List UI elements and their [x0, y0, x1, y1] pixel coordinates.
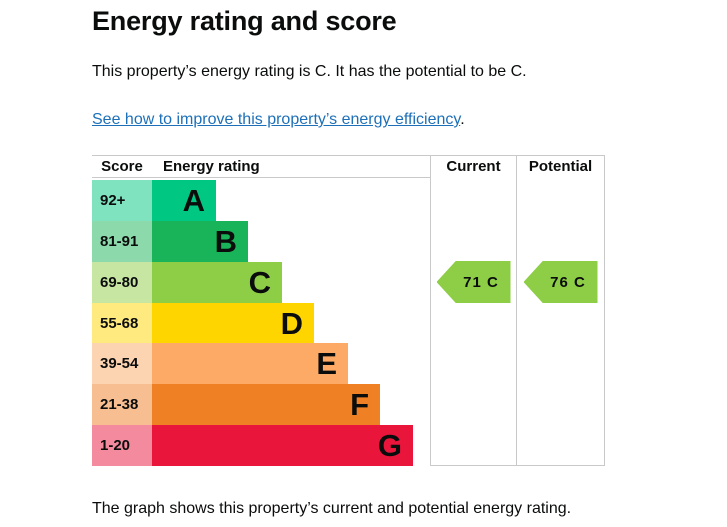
- band-letter: C: [248, 264, 271, 300]
- band-bar-e: E: [152, 343, 348, 385]
- graph-caption: The graph shows this property’s current …: [92, 500, 572, 517]
- band-bar-c: C: [152, 261, 282, 303]
- band-row-e: 39-54 E: [92, 343, 430, 385]
- current-column: Current 71 C: [430, 156, 516, 466]
- band-score-label: 55-68: [92, 302, 152, 344]
- band-letter: G: [377, 428, 402, 464]
- band-score-label: 81-91: [92, 220, 152, 262]
- band-score-label: 1-20: [92, 425, 152, 467]
- band-letter: A: [182, 182, 205, 218]
- left-header-row: Score Energy rating: [92, 156, 430, 178]
- band-letter: D: [280, 305, 303, 341]
- band-bar-area: D: [152, 302, 430, 344]
- band-score-label: 39-54: [92, 343, 152, 385]
- band-bar-f: F: [152, 384, 380, 426]
- band-letter: E: [316, 346, 337, 382]
- current-rating-arrow-label: 71 C: [463, 273, 499, 291]
- band-bar-area: F: [152, 384, 430, 426]
- band-row-c: 69-80 C: [92, 261, 430, 303]
- energy-rating-column-header: Energy rating: [163, 158, 260, 175]
- band-score-label: 92+: [92, 180, 152, 221]
- band-row-f: 21-38 F: [92, 384, 430, 426]
- band-rows: 92+ A 81-91 B 69-80 C 55-68 D 39-54 E 21-38 F 1-20 G: [92, 180, 430, 467]
- current-rating-arrow: 71 C: [436, 261, 511, 303]
- current-column-header: Current: [446, 158, 501, 175]
- rating-bands-section: Score Energy rating 92+ A 81-91 B 69-80 C 55-6…: [92, 156, 430, 467]
- band-score-label: 69-80: [92, 261, 152, 303]
- page-title: Energy rating and score: [92, 6, 397, 36]
- band-row-g: 1-20 G: [92, 425, 430, 467]
- band-bar-area: B: [152, 220, 430, 262]
- band-bar-b: B: [152, 220, 248, 262]
- potential-rating-arrow-label: 76 C: [550, 273, 586, 291]
- band-bar-area: A: [152, 180, 430, 221]
- band-bar-g: G: [152, 425, 413, 467]
- band-letter: B: [214, 223, 237, 259]
- band-row-d: 55-68 D: [92, 302, 430, 344]
- band-bar-area: G: [152, 425, 430, 467]
- potential-column-header: Potential: [528, 158, 593, 175]
- summary-text: This property’s energy rating is C. It h…: [92, 63, 527, 80]
- band-letter: F: [350, 387, 369, 423]
- potential-column: Potential 76 C: [516, 156, 605, 466]
- band-row-b: 81-91 B: [92, 220, 430, 262]
- improve-efficiency-link[interactable]: See how to improve this property’s energ…: [92, 111, 461, 128]
- improve-line: See how to improve this property’s energ…: [92, 110, 465, 129]
- energy-rating-chart: Score Energy rating 92+ A 81-91 B 69-80 C 55-6…: [92, 155, 605, 467]
- band-bar-area: E: [152, 343, 430, 385]
- band-bar-a: A: [152, 180, 216, 221]
- band-bar-area: C: [152, 261, 430, 303]
- band-score-label: 21-38: [92, 384, 152, 426]
- band-row-a: 92+ A: [92, 180, 430, 221]
- score-column-header: Score: [101, 158, 143, 175]
- link-suffix: .: [460, 111, 465, 128]
- potential-rating-arrow: 76 C: [523, 261, 598, 303]
- band-bar-d: D: [152, 302, 314, 344]
